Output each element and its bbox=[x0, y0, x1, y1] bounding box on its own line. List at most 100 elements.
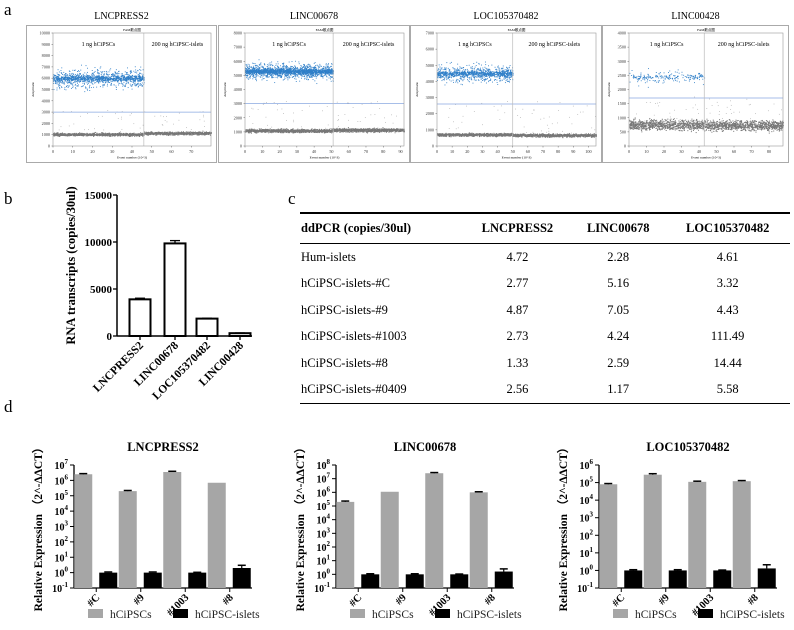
rain-droplet bbox=[131, 113, 132, 115]
positive-droplet bbox=[77, 78, 79, 80]
negative-droplet bbox=[347, 127, 349, 129]
negative-droplet bbox=[278, 131, 280, 133]
positive-droplet bbox=[132, 84, 133, 86]
positive-droplet bbox=[102, 86, 104, 88]
positive-droplet bbox=[70, 76, 72, 78]
positive-droplet bbox=[65, 89, 67, 91]
positive-droplet bbox=[113, 77, 115, 79]
negative-droplet bbox=[387, 129, 389, 131]
negative-droplet bbox=[90, 135, 92, 137]
positive-droplet bbox=[99, 79, 101, 81]
positive-droplet bbox=[76, 79, 77, 81]
negative-droplet bbox=[256, 129, 258, 131]
negative-droplet bbox=[167, 134, 169, 136]
positive-droplet bbox=[109, 77, 111, 79]
positive-droplet bbox=[111, 84, 113, 86]
negative-droplet bbox=[83, 134, 85, 136]
positive-droplet bbox=[100, 74, 102, 75]
rain-droplet bbox=[71, 111, 72, 112]
negative-droplet bbox=[94, 134, 96, 136]
negative-droplet bbox=[361, 130, 363, 132]
negative-droplet bbox=[344, 128, 346, 130]
positive-droplet bbox=[75, 76, 77, 78]
negative-droplet bbox=[342, 128, 344, 130]
positive-droplet bbox=[91, 75, 93, 77]
positive-droplet bbox=[122, 85, 124, 87]
negative-droplet bbox=[191, 132, 193, 134]
negative-droplet bbox=[114, 135, 116, 137]
positive-droplet bbox=[137, 80, 139, 82]
negative-droplet bbox=[326, 128, 328, 130]
positive-droplet bbox=[135, 85, 137, 87]
positive-droplet bbox=[118, 80, 120, 81]
positive-droplet bbox=[83, 79, 85, 81]
positive-droplet bbox=[82, 78, 84, 80]
positive-droplet bbox=[127, 74, 129, 76]
negative-droplet bbox=[382, 127, 384, 129]
negative-droplet bbox=[127, 134, 129, 136]
positive-droplet bbox=[91, 81, 93, 83]
negative-droplet bbox=[336, 127, 338, 129]
negative-droplet bbox=[107, 133, 109, 135]
positive-droplet bbox=[66, 77, 68, 78]
positive-droplet bbox=[60, 79, 62, 81]
negative-droplet bbox=[245, 129, 247, 131]
negative-droplet bbox=[390, 129, 392, 131]
positive-droplet bbox=[130, 70, 132, 72]
plot-frame bbox=[26, 25, 217, 163]
positive-droplet bbox=[125, 83, 127, 85]
negative-droplet bbox=[258, 130, 260, 132]
negative-droplet bbox=[186, 131, 188, 133]
positive-droplet bbox=[126, 79, 128, 81]
negative-droplet bbox=[382, 129, 384, 131]
positive-droplet bbox=[138, 86, 139, 88]
negative-droplet bbox=[396, 128, 398, 130]
negative-droplet bbox=[164, 133, 166, 135]
positive-droplet bbox=[58, 80, 60, 82]
positive-droplet bbox=[91, 73, 93, 75]
negative-droplet bbox=[175, 133, 177, 135]
negative-droplet bbox=[265, 131, 267, 133]
negative-droplet bbox=[186, 133, 188, 135]
negative-droplet bbox=[171, 131, 173, 133]
positive-droplet bbox=[88, 79, 90, 81]
positive-droplet bbox=[61, 81, 63, 83]
positive-droplet bbox=[99, 73, 100, 75]
negative-droplet bbox=[306, 131, 308, 133]
negative-droplet bbox=[166, 134, 168, 136]
negative-droplet bbox=[124, 133, 126, 135]
negative-droplet bbox=[168, 134, 170, 136]
positive-droplet bbox=[78, 71, 80, 73]
positive-droplet bbox=[139, 79, 141, 81]
negative-droplet bbox=[303, 131, 305, 133]
negative-droplet bbox=[126, 133, 128, 135]
negative-droplet bbox=[198, 131, 200, 133]
negative-droplet bbox=[278, 130, 280, 132]
negative-droplet bbox=[305, 129, 307, 131]
positive-droplet bbox=[110, 68, 112, 70]
negative-droplet bbox=[334, 128, 336, 130]
negative-droplet bbox=[334, 129, 336, 131]
positive-droplet bbox=[72, 78, 74, 80]
positive-droplet bbox=[119, 76, 121, 78]
negative-droplet bbox=[82, 133, 84, 135]
rain-droplet bbox=[139, 127, 141, 129]
positive-droplet bbox=[125, 74, 127, 75]
negative-droplet bbox=[352, 131, 354, 133]
negative-droplet bbox=[291, 129, 293, 131]
positive-droplet bbox=[114, 78, 116, 80]
positive-droplet bbox=[89, 90, 91, 91]
negative-droplet bbox=[66, 135, 68, 137]
positive-droplet bbox=[63, 76, 65, 78]
negative-droplet bbox=[145, 133, 147, 135]
negative-droplet bbox=[367, 128, 369, 130]
negative-droplet bbox=[266, 131, 268, 133]
negative-droplet bbox=[177, 133, 179, 135]
negative-droplet bbox=[188, 134, 190, 136]
positive-droplet bbox=[102, 77, 104, 79]
negative-droplet bbox=[328, 130, 330, 132]
negative-droplet bbox=[78, 134, 80, 136]
positive-droplet bbox=[72, 79, 74, 81]
negative-droplet bbox=[321, 132, 323, 134]
positive-droplet bbox=[79, 79, 81, 81]
